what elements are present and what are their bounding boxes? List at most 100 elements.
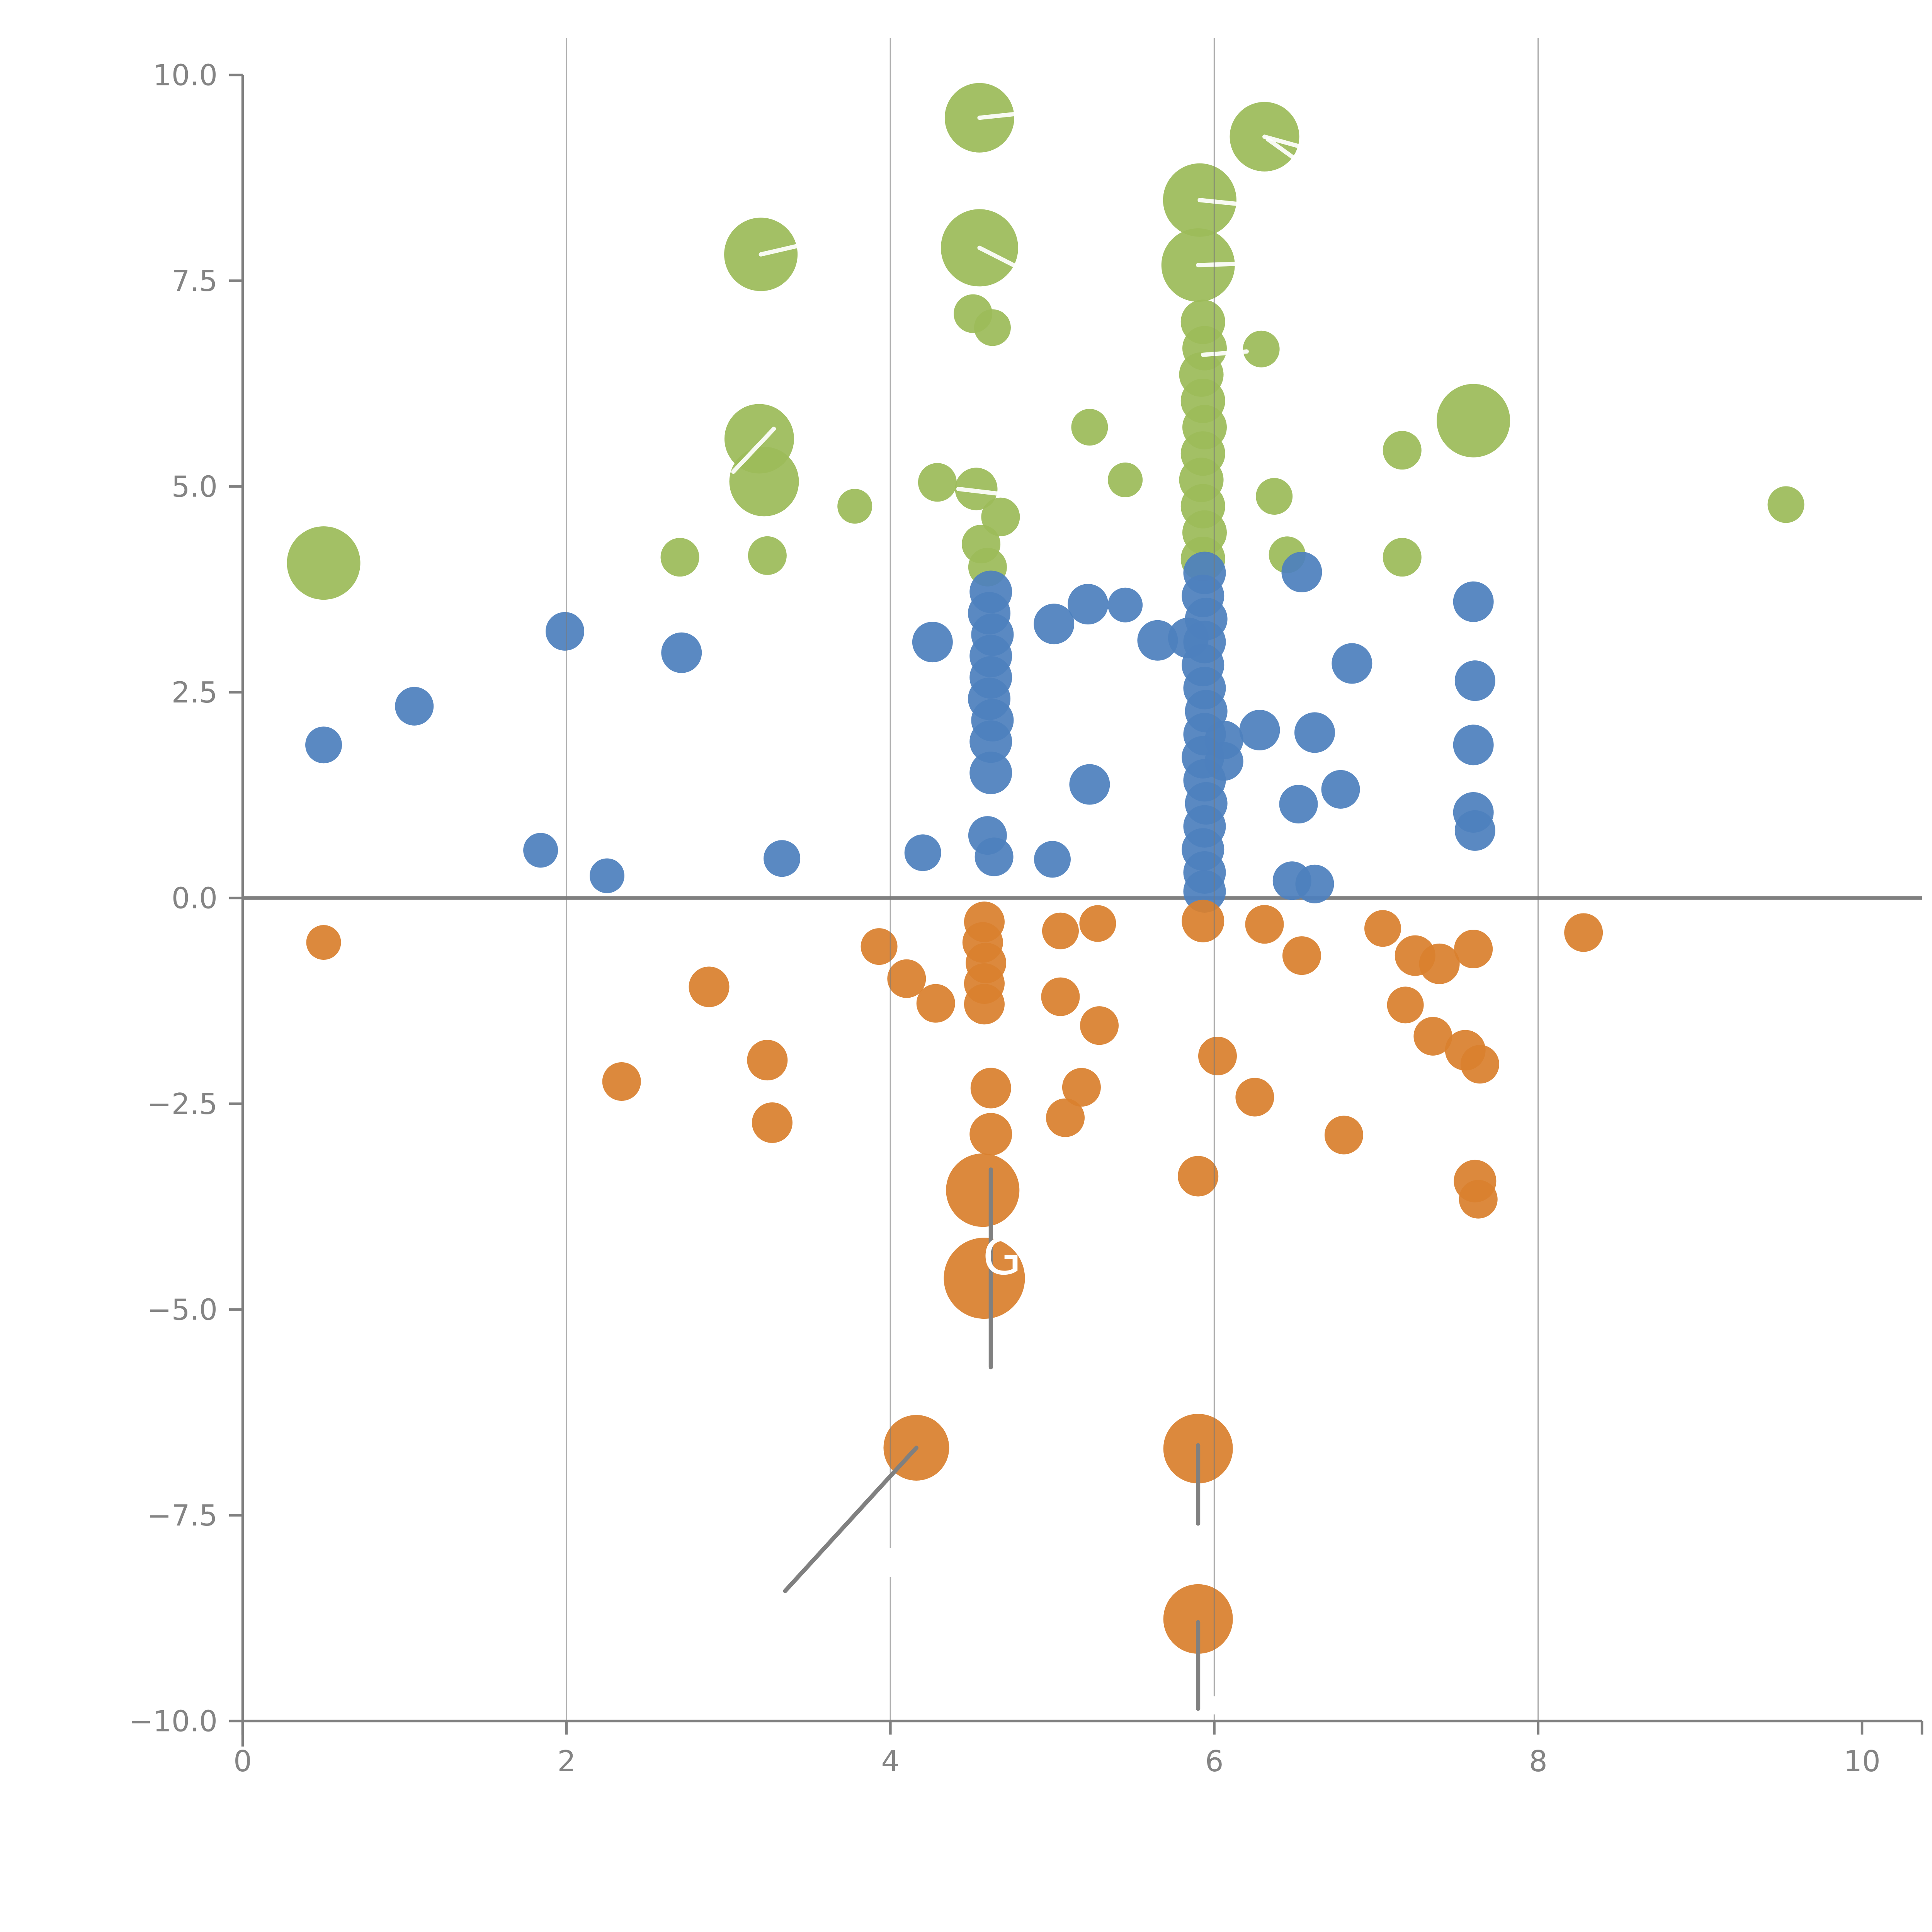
white-hand-mark [759,240,816,257]
scatter-point-blue-middle [1454,810,1495,851]
y-tick-label: −10.0 [129,1704,218,1738]
scatter-point-green-upper [660,538,699,577]
scatter-point-green-upper [837,489,872,524]
white-hand-mark [1265,137,1309,170]
scatter-point-green-upper [1243,330,1280,367]
y-tick-label: 0.0 [172,881,218,915]
scatter-point-green-upper [729,447,799,517]
scatter-point-blue-middle [589,858,624,893]
annotation-line [783,1446,918,1593]
scatter-point-orange-lower [944,1238,1025,1319]
scatter-point-orange-lower [1079,905,1116,942]
y-tick-label: 10.0 [153,58,218,92]
scatter-point-orange-lower [861,928,898,965]
scatter-point-orange-lower [1080,1006,1119,1045]
scatter-point-orange-lower [1163,1584,1233,1654]
scatter-point-blue-middle [969,720,1012,763]
white-hand-mark [1196,261,1254,267]
scatter-point-blue-middle [1281,552,1322,593]
scatter-point-green-upper [1437,384,1510,457]
scatter-point-blue-middle [1279,785,1318,824]
x-tick-label: 6 [1205,1744,1224,1778]
scatter-point-orange-lower [752,1102,793,1143]
scatter-point-green-upper [1108,462,1143,497]
white-hand-mark [1262,134,1320,154]
scatter-point-green-upper [1071,409,1108,446]
scatter-point-orange-lower [1245,905,1284,944]
white-hand-mark [977,245,1027,273]
x-tick-label: 10 [1844,1744,1880,1778]
scatter-point-blue-middle [1295,864,1334,903]
scatter-point-blue-middle [523,833,558,868]
scatter-point-blue-middle [1294,712,1335,753]
x-tick-label: 8 [1529,1744,1548,1778]
scatter-point-blue-middle [1034,604,1075,645]
scatter-point-orange-lower [1062,1068,1101,1107]
scatter-point-orange-lower [916,984,955,1023]
scatter-point-orange-lower [1235,1078,1274,1117]
x-tick-label: 0 [233,1744,252,1778]
scatter-point-blue-middle [1321,770,1360,809]
scatter-point-orange-lower [1564,913,1603,952]
scatter-point-green-upper [1256,478,1293,515]
y-tick-label: −2.5 [147,1087,218,1121]
scatter-point-orange-lower [1182,900,1225,942]
scatter-point-orange-lower [946,1153,1020,1227]
white-hand-mark [956,486,1009,497]
scatter-point-blue-middle [1204,742,1243,781]
scatter-point-orange-lower [602,1062,641,1101]
scatter-point-blue-middle [912,622,953,663]
scatter-point-green-upper [1383,431,1422,470]
scatter-point-orange-lower [1387,986,1424,1024]
scatter-point-orange-lower [964,984,1005,1025]
scatter-point-blue-middle [1453,724,1494,765]
white-hand-mark [731,427,776,474]
y-tick-label: 7.5 [172,264,218,298]
white-hand-mark [1197,198,1259,208]
scatter-point-orange-lower [1282,936,1321,975]
scatter-point-orange-lower [1364,910,1401,947]
scatter-point-blue-middle [1137,620,1178,661]
scatter-point-orange-lower [1460,1045,1499,1084]
scatter-point-green-upper [748,536,787,575]
y-tick-label: 2.5 [172,675,218,709]
scatter-point-blue-middle [1034,841,1071,878]
scatter-point-blue-middle [1453,581,1494,622]
scatter-point-orange-lower [1419,943,1460,984]
scatter-point-blue-middle [395,687,434,726]
annotation-label-G: G [983,1227,1022,1286]
scatter-point-blue-middle [764,840,801,877]
scatter-point-orange-lower [1413,1017,1452,1056]
scatter-point-orange-lower [887,959,926,998]
y-tick-label: −5.0 [147,1293,218,1327]
scatter-point-orange-lower [1459,1180,1498,1219]
y-tick-label: −7.5 [147,1498,218,1532]
scatter-point-blue-middle [975,837,1014,876]
y-tick-label: 5.0 [172,469,218,503]
scatter-point-blue-middle [546,612,585,651]
scatter-point-blue-middle [661,632,702,673]
scatter-point-blue-middle [1239,709,1280,750]
scatter-point-orange-lower [1324,1116,1363,1155]
scatter-point-blue-middle [904,834,941,871]
scatter-point-green-upper [1383,538,1422,577]
scatter-point-green-upper [1767,486,1804,523]
scatter-point-orange-lower [970,1068,1011,1109]
scatter-point-blue-middle [969,752,1012,794]
scatter-point-orange-lower [1041,977,1080,1016]
scatter-point-blue-middle [305,726,342,764]
scatter-point-orange-lower [1454,930,1493,969]
scatter-point-blue-middle [1068,584,1109,625]
scatter-point-orange-lower [689,966,730,1007]
scatter-point-orange-lower [747,1040,788,1081]
scatter-point-blue-middle [1108,587,1143,622]
scatter-point-orange-lower [969,1113,1012,1156]
scatter-point-orange-lower [1042,912,1079,949]
white-hand-mark [1201,349,1249,357]
x-tick-label: 4 [881,1744,900,1778]
scatter-point-orange-lower [1178,1156,1219,1197]
white-hand-mark [977,110,1037,120]
scatter-point-green-upper [974,309,1011,346]
x-tick-label: 2 [557,1744,576,1778]
